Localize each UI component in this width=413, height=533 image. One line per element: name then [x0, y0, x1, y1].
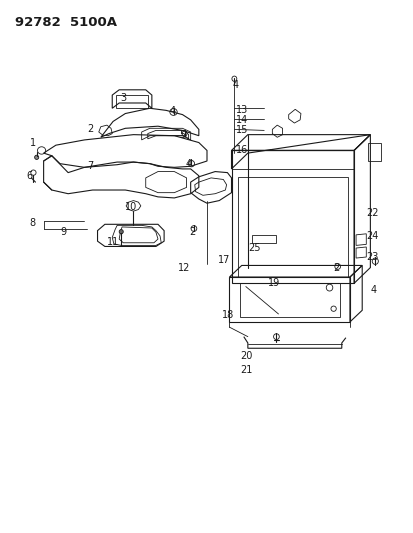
Text: 5: 5	[179, 130, 185, 140]
Text: 18: 18	[221, 310, 233, 320]
Text: 21: 21	[240, 366, 252, 375]
Text: 4: 4	[370, 285, 375, 295]
Text: 10: 10	[125, 203, 137, 213]
Bar	[229, 277, 349, 322]
Text: 11: 11	[107, 237, 119, 247]
Text: 19: 19	[268, 278, 280, 288]
Text: 24: 24	[366, 231, 378, 241]
Text: 4: 4	[185, 159, 191, 168]
Ellipse shape	[35, 155, 39, 159]
Text: 1: 1	[30, 138, 36, 148]
Bar	[116, 95, 147, 108]
Text: 22: 22	[366, 208, 378, 217]
Text: 23: 23	[366, 252, 378, 262]
Text: 2: 2	[188, 227, 195, 237]
Text: 8: 8	[29, 218, 36, 228]
Text: 16: 16	[235, 146, 247, 156]
Text: 13: 13	[235, 105, 247, 115]
Text: 4: 4	[169, 106, 175, 116]
Text: 2: 2	[333, 263, 339, 272]
Text: 4: 4	[232, 79, 238, 90]
Text: 15: 15	[235, 125, 247, 135]
Text: 92782  5100A: 92782 5100A	[15, 16, 117, 29]
Text: 14: 14	[235, 115, 247, 125]
Text: 2: 2	[87, 124, 93, 134]
Text: 20: 20	[240, 351, 252, 361]
Text: 9: 9	[60, 227, 66, 237]
Ellipse shape	[119, 230, 123, 234]
Text: 25: 25	[247, 243, 260, 253]
Text: 6: 6	[26, 171, 32, 181]
Text: 12: 12	[178, 263, 190, 272]
Text: 3: 3	[120, 93, 126, 103]
Text: 7: 7	[87, 161, 93, 171]
Bar	[231, 150, 353, 284]
Text: 17: 17	[218, 255, 230, 265]
